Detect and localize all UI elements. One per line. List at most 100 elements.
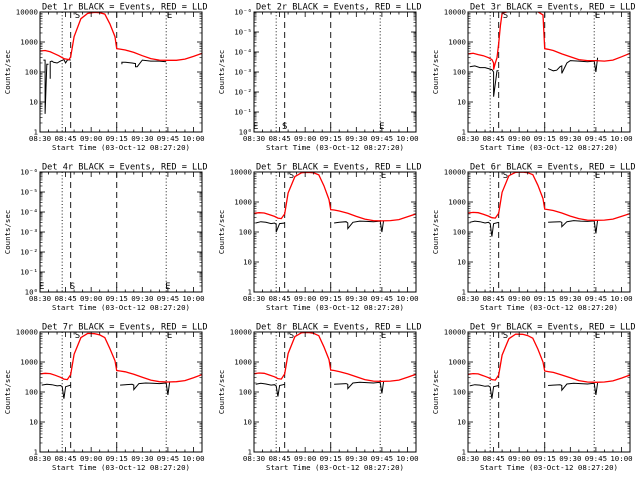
chart-title: Det 5r BLACK = Events, RED = LLD (256, 163, 422, 173)
y-tick-label: 10 (29, 418, 38, 427)
chart-title: Det 1r BLACK = Events, RED = LLD (42, 3, 208, 13)
x-tick-label: 09:00 (80, 134, 102, 143)
y-tick-label: 10 (29, 98, 38, 107)
y-tick-label: 100 (453, 228, 466, 237)
x-tick-label: 10:00 (396, 454, 418, 463)
series-group (468, 12, 630, 97)
x-tick-label: 10:00 (182, 294, 204, 303)
y-axis-label: Counts/sec (431, 370, 440, 415)
x-tick-label: 08:45 (482, 454, 504, 463)
x-tick-label: 08:45 (54, 134, 76, 143)
x-tick-label: 08:30 (29, 454, 51, 463)
x-tick-label: 10:00 (396, 134, 418, 143)
x-tick-label: 08:30 (29, 294, 51, 303)
chart-panel-8: Det 8r BLACK = Events, RED = LLD 08:30 08:… (217, 323, 422, 473)
y-tick-label: 10⁻⁶ (20, 168, 38, 177)
x-tick-label: 10:00 (610, 294, 632, 303)
y-tick-label: 10⁻³ (20, 228, 38, 237)
y-tick-label: 10000 (230, 168, 252, 177)
y-axis-label: Counts/sec (217, 370, 226, 415)
y-tick-label: 1 (34, 448, 38, 457)
x-tick-label: 09:45 (585, 134, 607, 143)
y-tick-label: 1000 (234, 198, 252, 207)
x-tick-label: 09:45 (371, 134, 393, 143)
y-tick-label: 100 (453, 68, 466, 77)
x-tick-label: 09:00 (508, 454, 530, 463)
x-tick-label: 08:30 (243, 134, 265, 143)
chart-title: Det 9r BLACK = Events, RED = LLD (470, 323, 636, 333)
end-marker: E (381, 331, 386, 341)
x-tick-label: 10:00 (610, 454, 632, 463)
y-tick-label: 10⁰ (25, 288, 38, 297)
y-tick-label: 10000 (444, 8, 466, 17)
chart-panel-5: Det 5r BLACK = Events, RED = LLD 08:30 08:… (217, 163, 422, 313)
x-tick-label: 08:30 (29, 134, 51, 143)
series-group (468, 333, 630, 399)
end-marker: E (595, 331, 600, 341)
plot-frame (253, 171, 417, 293)
start-marker: S (289, 171, 294, 181)
y-tick-label: 10⁻⁵ (20, 188, 38, 197)
y-axis-label: Counts/sec (3, 210, 12, 255)
plot-frame (39, 171, 203, 293)
events-series-line (548, 382, 599, 395)
x-tick-label: 08:45 (482, 134, 504, 143)
events-series-line (469, 65, 499, 97)
y-tick-label: 1000 (448, 198, 466, 207)
x-axis-label: Start Time (03-Oct-12 08:27:20) (266, 143, 404, 152)
x-tick-label: 09:00 (80, 454, 102, 463)
chart-panel-3: Det 3r BLACK = Events, RED = LLD 08:30 08:… (431, 3, 636, 153)
x-tick-label: 08:45 (482, 294, 504, 303)
x-tick-label: 09:15 (106, 454, 128, 463)
x-axis-label: Start Time (03-Oct-12 08:27:20) (266, 463, 404, 472)
x-tick-label: 10:00 (396, 294, 418, 303)
y-tick-label: 1 (462, 288, 466, 297)
series-group (254, 332, 416, 397)
y-tick-label: 10 (457, 418, 466, 427)
x-tick-label: 09:45 (371, 294, 393, 303)
x-tick-label: 09:45 (371, 454, 393, 463)
x-tick-label: 08:45 (268, 294, 290, 303)
lld-series-line (468, 12, 630, 70)
x-tick-label: 09:45 (585, 454, 607, 463)
x-tick-label: 08:30 (243, 454, 265, 463)
x-tick-label: 08:45 (54, 454, 76, 463)
y-tick-label: 10⁰ (239, 128, 252, 137)
plot-frame (39, 11, 203, 133)
y-tick-label: 10⁻¹ (20, 268, 38, 277)
y-tick-label: 10 (457, 98, 466, 107)
y-tick-label: 10000 (230, 328, 252, 337)
start-marker: S (282, 122, 287, 132)
y-tick-label: 10⁻⁴ (20, 208, 38, 217)
events-series-line (334, 381, 385, 394)
y-tick-label: 10000 (16, 8, 38, 17)
events-series-line (334, 220, 385, 233)
y-tick-label: 10⁻² (20, 248, 38, 257)
lld-series-line (468, 333, 630, 383)
x-tick-label: 09:15 (320, 454, 342, 463)
x-axis-label: Start Time (03-Oct-12 08:27:20) (480, 143, 618, 152)
events-series-line (469, 384, 499, 399)
y-tick-label: 100 (453, 388, 466, 397)
events-series-line (43, 59, 49, 114)
chart-panel-6: Det 6r BLACK = Events, RED = LLD 08:30 08:… (431, 163, 636, 313)
y-tick-label: 10⁻⁵ (234, 28, 252, 37)
x-tick-label: 09:00 (80, 294, 102, 303)
y-tick-label: 1000 (234, 358, 252, 367)
chart-title: Det 6r BLACK = Events, RED = LLD (470, 163, 636, 173)
chart-title: Det 4r BLACK = Events, RED = LLD (42, 163, 208, 173)
chart-title: Det 2r BLACK = Events, RED = LLD (256, 3, 422, 13)
y-tick-label: 1 (248, 288, 252, 297)
chart-title: Det 8r BLACK = Events, RED = LLD (256, 323, 422, 333)
y-tick-label: 100 (239, 388, 252, 397)
x-tick-label: 08:45 (268, 454, 290, 463)
x-tick-label: 08:30 (457, 134, 479, 143)
x-tick-label: 09:30 (559, 134, 581, 143)
end-marker: E (595, 171, 600, 181)
series-group (468, 172, 630, 237)
y-tick-label: 10 (243, 418, 252, 427)
events-series-line (49, 58, 71, 79)
events-series-line (121, 59, 167, 68)
x-tick-label: 09:30 (345, 134, 367, 143)
end-marker: E (595, 11, 600, 21)
